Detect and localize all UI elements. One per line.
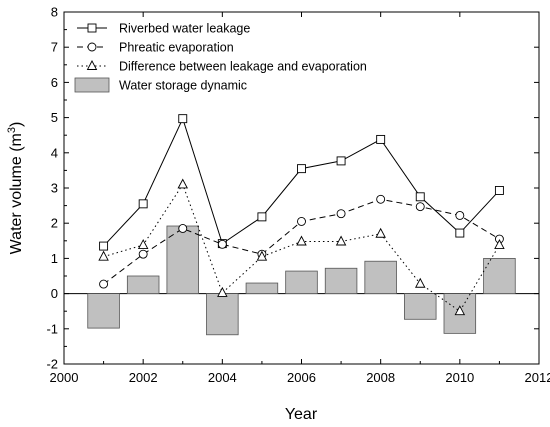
bar (126, 275, 160, 295)
data-point (296, 235, 307, 246)
data-point (415, 202, 425, 212)
data-point (138, 199, 148, 209)
data-point (178, 224, 188, 233)
data-point (137, 239, 149, 249)
data-point (335, 235, 347, 246)
legend-label: Riverbed water leakage (119, 22, 250, 36)
x-tick-label: 2002 (129, 370, 158, 385)
bar-series (87, 225, 516, 336)
data-point (98, 250, 109, 261)
y-tick-label: 4 (51, 145, 58, 160)
data-point (494, 239, 505, 249)
y-tick-label: 5 (51, 110, 58, 125)
bar (245, 282, 279, 295)
x-tick-label: 2012 (525, 370, 550, 385)
data-point (494, 186, 504, 195)
x-tick-label: 2004 (208, 370, 237, 385)
y-tick-label: 0 (51, 286, 58, 301)
y-axis-title-superscript: 3 (6, 127, 18, 133)
data-point (336, 209, 346, 219)
y-axis-title: Water volume (m3) (6, 122, 25, 255)
data-point (178, 114, 188, 124)
legend-label: Water storage dynamic (119, 79, 247, 93)
data-point (455, 228, 465, 238)
x-tick-label: 2006 (287, 370, 316, 385)
x-axis-title: Year (285, 406, 318, 423)
data-point (376, 194, 386, 204)
y-tick-label: -1 (46, 321, 58, 336)
bar (285, 270, 318, 294)
bar (404, 293, 437, 320)
data-point (415, 192, 425, 202)
data-point (455, 211, 465, 220)
y-tick-label: 3 (51, 181, 58, 196)
data-point (297, 164, 306, 174)
data-point (376, 134, 386, 144)
data-point (177, 178, 188, 189)
legend-label: Phreatic evaporation (119, 41, 234, 55)
bar (87, 293, 120, 329)
legend-marker (87, 42, 97, 52)
y-tick-label: 6 (51, 75, 58, 90)
x-tick-label: 2000 (50, 370, 79, 385)
data-point (415, 277, 426, 288)
data-point (297, 216, 306, 226)
line-series (98, 114, 505, 316)
data-point (217, 286, 228, 297)
legend-label: Difference between leakage and evaporati… (119, 60, 367, 74)
y-axis-title-close: ) (8, 122, 25, 127)
bar (483, 257, 516, 294)
data-point (99, 241, 109, 251)
y-tick-label: -2 (46, 357, 58, 372)
x-tick-label: 2010 (445, 370, 474, 385)
y-tick-label: 8 (51, 5, 58, 20)
bar (364, 260, 397, 295)
data-point (99, 279, 109, 289)
y-tick-label: 1 (51, 251, 58, 266)
data-point (454, 305, 466, 316)
legend-marker (86, 60, 98, 70)
data-point (217, 239, 227, 249)
y-tick-label: 7 (51, 40, 58, 55)
data-point (336, 156, 346, 166)
bar (324, 267, 358, 295)
legend-marker (87, 23, 97, 33)
data-point (257, 212, 267, 222)
data-point (138, 249, 148, 259)
bar (206, 293, 239, 336)
data-point (375, 227, 386, 238)
y-tick-label: 2 (51, 216, 58, 231)
x-tick-label: 2008 (366, 370, 395, 385)
legend-swatch (74, 77, 110, 93)
axis-ticks: 2000 2002 2004 2006 2008 2010 2012 -2 -1 0 1 2 3 4 5 6 7… (46, 5, 550, 386)
y-axis-title-main: Water volume (m (8, 133, 25, 254)
legend: Riverbed water leakage Phreatic evaporati… (74, 22, 367, 93)
data-point (256, 250, 268, 261)
